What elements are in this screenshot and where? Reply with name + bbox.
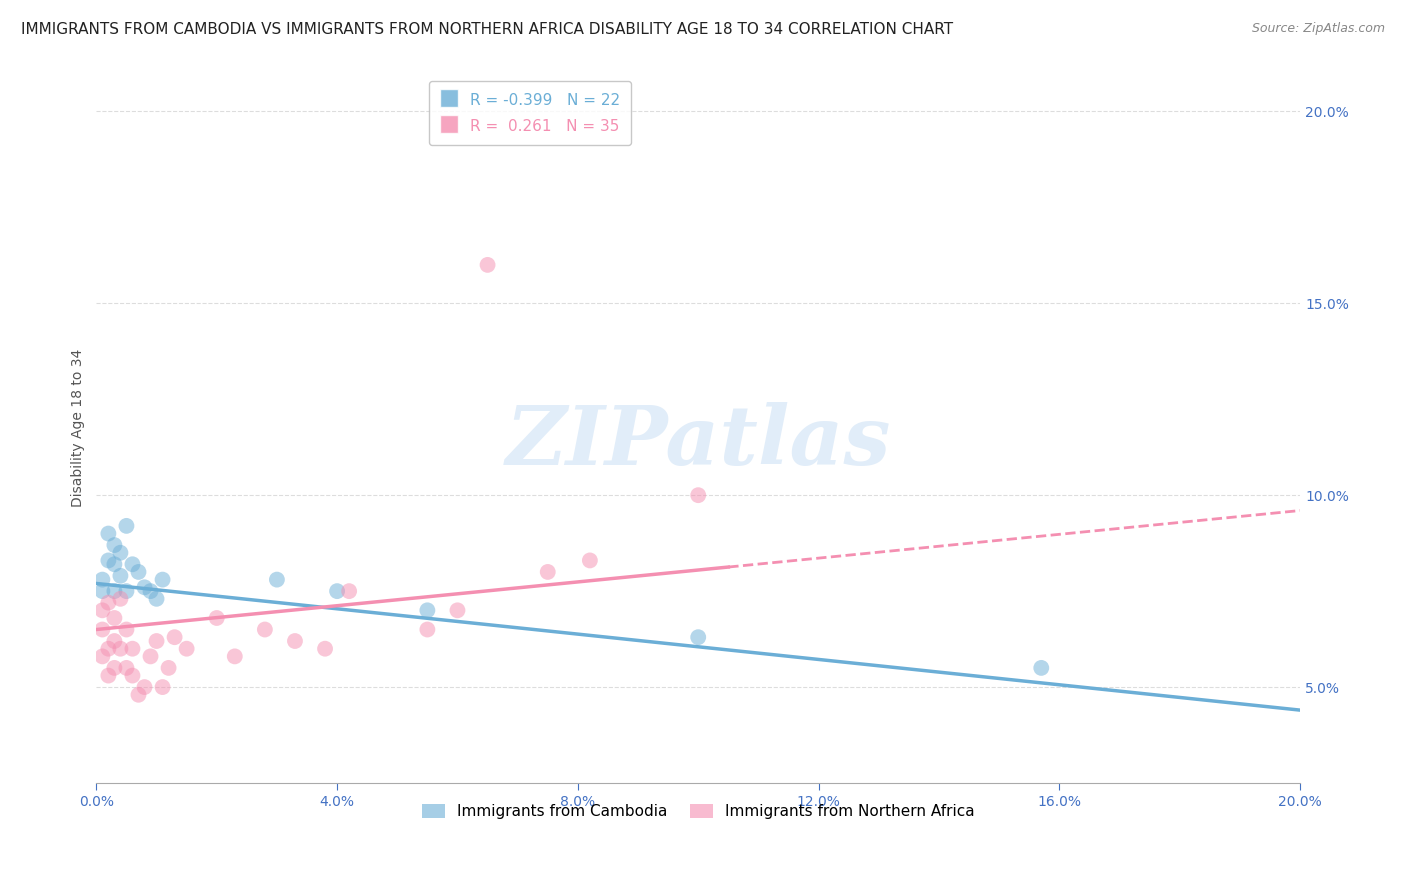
Point <box>205 611 228 625</box>
Point <box>224 649 246 664</box>
Point <box>91 573 114 587</box>
Point <box>145 591 167 606</box>
Text: Source: ZipAtlas.com: Source: ZipAtlas.com <box>1251 22 1385 36</box>
Point <box>103 661 125 675</box>
Point <box>103 611 125 625</box>
Point <box>97 641 120 656</box>
Text: ZIPatlas: ZIPatlas <box>506 402 891 483</box>
Point <box>127 565 149 579</box>
Point <box>326 584 349 599</box>
Point <box>253 623 276 637</box>
Point <box>103 584 125 599</box>
Y-axis label: Disability Age 18 to 34: Disability Age 18 to 34 <box>72 349 86 508</box>
Point <box>103 538 125 552</box>
Point <box>1031 661 1053 675</box>
Point <box>416 603 439 617</box>
Point <box>337 584 360 599</box>
Point <box>537 565 560 579</box>
Point <box>157 661 180 675</box>
Point <box>97 596 120 610</box>
Point <box>91 584 114 599</box>
Point <box>121 641 143 656</box>
Point <box>121 668 143 682</box>
Legend: Immigrants from Cambodia, Immigrants from Northern Africa: Immigrants from Cambodia, Immigrants fro… <box>416 797 981 825</box>
Point <box>97 668 120 682</box>
Point <box>103 558 125 572</box>
Point <box>110 568 132 582</box>
Text: IMMIGRANTS FROM CAMBODIA VS IMMIGRANTS FROM NORTHERN AFRICA DISABILITY AGE 18 TO: IMMIGRANTS FROM CAMBODIA VS IMMIGRANTS F… <box>21 22 953 37</box>
Point <box>134 580 156 594</box>
Point <box>134 680 156 694</box>
Point <box>110 641 132 656</box>
Point <box>152 573 174 587</box>
Point <box>688 630 710 644</box>
Point <box>579 553 602 567</box>
Point <box>163 630 186 644</box>
Point <box>97 526 120 541</box>
Point <box>266 573 288 587</box>
Point <box>115 584 138 599</box>
Point <box>314 641 336 656</box>
Point <box>110 591 132 606</box>
Point <box>127 688 149 702</box>
Point <box>115 661 138 675</box>
Point <box>91 649 114 664</box>
Point <box>477 258 499 272</box>
Point <box>91 623 114 637</box>
Point <box>688 488 710 502</box>
Point <box>121 558 143 572</box>
Point <box>103 634 125 648</box>
Point <box>145 634 167 648</box>
Point <box>416 623 439 637</box>
Point <box>176 641 198 656</box>
Point <box>284 634 307 648</box>
Point <box>139 649 162 664</box>
Point <box>97 553 120 567</box>
Point <box>115 519 138 533</box>
Point <box>446 603 468 617</box>
Point <box>152 680 174 694</box>
Point <box>110 546 132 560</box>
Point <box>139 584 162 599</box>
Point <box>91 603 114 617</box>
Point <box>115 623 138 637</box>
